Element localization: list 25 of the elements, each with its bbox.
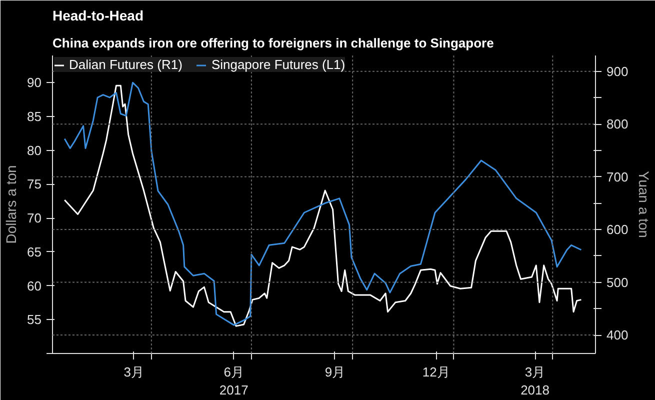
- y-tick-label: 70: [27, 210, 42, 226]
- y2-tick-label: 700: [606, 169, 628, 184]
- chart-subtitle: China expands iron ore offering to foreigners in challenge to Singapore: [52, 36, 494, 50]
- series-label: Dalian Futures (R1): [69, 57, 182, 72]
- y2-tick-label: 500: [606, 274, 628, 290]
- y-tick-label: 65: [27, 244, 42, 260]
- y2-tick-label: 400: [606, 328, 628, 343]
- x-tick-label: 12月: [422, 364, 450, 380]
- y-axis-title: Dollars a ton: [3, 165, 20, 244]
- legend-label: Singapore Futures (L1): [211, 57, 346, 72]
- y2-tick-label: 600: [606, 222, 628, 238]
- y-tick-label: 90: [27, 75, 42, 90]
- y-tick-label: 85: [27, 108, 42, 124]
- y-tick-label: 55: [27, 312, 42, 328]
- y2-tick-label: 800: [606, 116, 628, 132]
- chart-title: Head-to-Head: [52, 8, 144, 24]
- y2-axis-title: Yuan a ton: [636, 171, 652, 238]
- y-tick-label: 80: [27, 142, 42, 158]
- x-tick-label: 3月 2018: [520, 364, 550, 398]
- y-tick-label: 75: [27, 176, 42, 192]
- x-tick-label: 6月 2017: [219, 364, 248, 398]
- y-tick-label: 60: [27, 278, 42, 294]
- x-tick-label: 3月: [124, 364, 144, 380]
- y2-tick-label: 900: [606, 64, 628, 79]
- x-tick-label: 9月: [324, 364, 346, 380]
